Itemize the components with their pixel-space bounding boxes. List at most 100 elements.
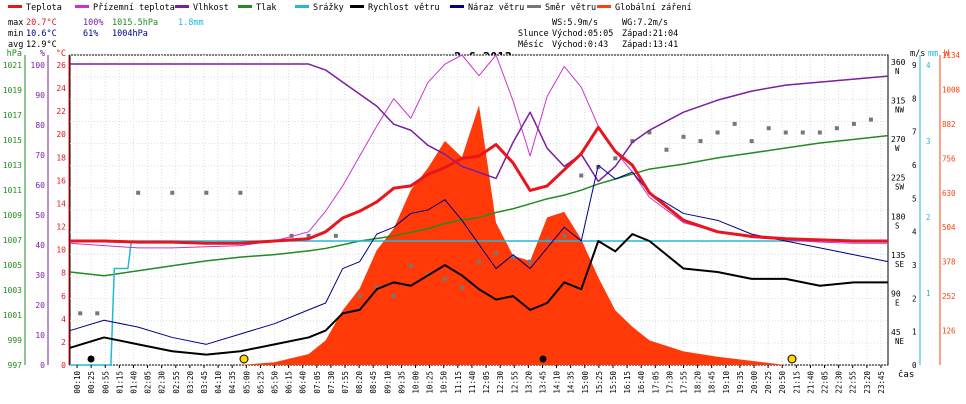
- x-tick-label: 22:05: [821, 371, 830, 394]
- wind-sun-moon-info: WS:5.9m/s WG:7.2m/s Slunce Východ:05:05 …: [518, 18, 678, 50]
- x-tick-label: 05:25: [256, 371, 265, 394]
- hpa-tick: 1021: [3, 61, 22, 70]
- dir-tick: 45: [891, 328, 901, 337]
- legend-swatch-0: [8, 5, 22, 8]
- wind-dir-point: [442, 276, 447, 281]
- stat-avg-label: avg: [8, 40, 23, 50]
- pct-tick: 10: [35, 331, 45, 340]
- degc-tick: 22: [56, 107, 66, 116]
- x-tick-label: 23:20: [863, 371, 872, 394]
- wind-dir-point: [306, 233, 311, 238]
- stat-min-humidity: 61%: [83, 29, 98, 39]
- x-tick-label: 12:30: [496, 371, 505, 394]
- left-axes: hPa 1021 1019 1017 1015 1013 1011 1009 1007 1005 1…: [3, 49, 70, 370]
- wind-dir-point: [204, 190, 209, 195]
- wind-dir-point: [562, 233, 567, 238]
- ms-tick: 7: [912, 128, 917, 137]
- legend-label-7: Směr větru: [545, 3, 596, 13]
- sun-rise: Východ:05:05: [552, 29, 613, 39]
- dir-tick: 180: [891, 212, 906, 221]
- legend-swatch-3: [238, 5, 252, 8]
- wm2-tick: 504: [942, 223, 956, 232]
- x-tick-label: 20:00: [750, 371, 759, 394]
- wind-dir-point: [357, 294, 362, 299]
- legend-swatch-6: [450, 5, 464, 8]
- degc-tick: 14: [56, 199, 66, 208]
- x-tick-label: 22:55: [849, 371, 858, 394]
- wind-dir-point: [391, 294, 396, 299]
- degc-tick: 0: [61, 361, 66, 370]
- stat-max-pressure: 1015.5hPa: [112, 18, 158, 28]
- legend-swatch-8: [597, 5, 611, 8]
- x-tick-label: 12:05: [482, 371, 491, 394]
- wind-dir-point: [78, 311, 83, 316]
- degc-tick: 2: [61, 338, 66, 347]
- wind-dir-point: [477, 259, 481, 264]
- stat-min-pressure: 1004hPa: [112, 29, 148, 39]
- x-tick-label: 17:05: [651, 371, 660, 394]
- pct-tick: 90: [35, 91, 45, 100]
- sunset-marker: [787, 354, 797, 364]
- x-tick-label: 02:30: [158, 371, 167, 394]
- dir-tick: 90: [891, 289, 901, 298]
- legend-label-4: Srážky: [313, 3, 344, 13]
- mm-tick: 4: [926, 61, 931, 70]
- x-tick-label: 17:55: [680, 371, 689, 394]
- wind-dir-point: [800, 130, 805, 135]
- moonset-marker: [539, 355, 547, 363]
- x-tick-label: 01:40: [129, 371, 138, 394]
- ms-tick: 3: [912, 261, 917, 270]
- ms-tick: 9: [912, 61, 917, 70]
- legend-label-5: Rychlost větru: [368, 3, 440, 13]
- moonrise-marker: [87, 355, 95, 363]
- x-tick-label: 05:00: [242, 371, 251, 394]
- ms-tick: 0: [912, 361, 917, 370]
- x-tick-label: 01:15: [115, 371, 124, 394]
- x-tick-label: 04:10: [214, 371, 223, 394]
- wm2-tick: 756: [942, 154, 956, 163]
- wm2-tick: 378: [942, 258, 956, 267]
- x-tick-label: 16:40: [637, 371, 646, 394]
- right-axes: 360N315NW270W225SW180S135SE90E45NEm/s987…: [891, 49, 961, 370]
- hpa-tick: 1013: [3, 161, 22, 170]
- plot-area: [69, 54, 889, 366]
- wind-dir-point: [95, 311, 100, 316]
- pct-tick: 80: [35, 121, 45, 130]
- pct-tick: 20: [35, 301, 45, 310]
- wm2-tick: 126: [942, 327, 956, 336]
- wm2-tick: 1008: [942, 85, 961, 94]
- legend-label-2: Vlhkost: [193, 3, 229, 13]
- x-tick-label: 15:25: [595, 371, 604, 394]
- degc-tick: 12: [56, 223, 66, 232]
- legend-swatch-7: [527, 5, 541, 8]
- wind-dir-point: [851, 121, 856, 126]
- wind-dir-point: [766, 126, 771, 131]
- wind-dir-point: [136, 190, 141, 195]
- wind-dir-point: [817, 130, 822, 135]
- x-tick-label: 07:55: [341, 371, 350, 394]
- wind-dir-point: [681, 134, 686, 139]
- humidity-line: [70, 63, 889, 183]
- dir-tick: 270: [891, 135, 906, 144]
- moon-label: Měsíc: [518, 40, 544, 50]
- wm2-tick: 630: [942, 189, 956, 198]
- degc-tick: 18: [56, 153, 66, 162]
- legend-label-8: Globální záření: [615, 3, 692, 13]
- degc-tick: 8: [61, 269, 66, 278]
- x-tick-label: 03:45: [200, 371, 209, 394]
- wm2-tick: 252: [942, 292, 956, 301]
- wind-dir-point: [408, 263, 413, 268]
- mm-tick: 2: [926, 213, 931, 222]
- x-tick-label: 10:50: [440, 371, 449, 394]
- sun-set: Západ:21:04: [622, 29, 678, 39]
- legend-label-3: Tlak: [256, 3, 276, 13]
- wind-dir-point: [238, 190, 243, 195]
- x-tick-label: 16:15: [623, 371, 632, 394]
- pct-tick: 30: [35, 271, 45, 280]
- legend: Teplota Přízemní teplota Vlhkost Tlak Srážky…: [8, 3, 692, 13]
- degc-tick: 6: [61, 292, 66, 301]
- hpa-tick: 1001: [3, 311, 22, 320]
- hpa-tick: 1019: [3, 86, 22, 95]
- wind-dir-point: [868, 117, 873, 122]
